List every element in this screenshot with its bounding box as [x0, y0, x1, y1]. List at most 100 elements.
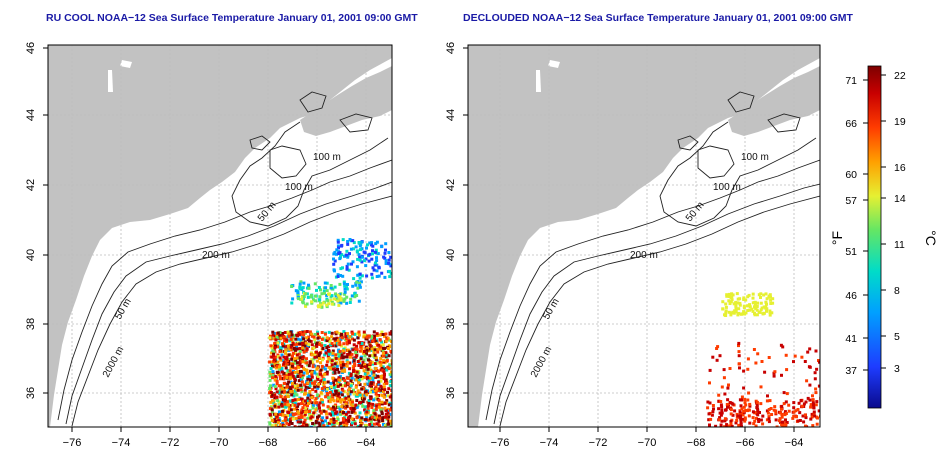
sst-pixel	[730, 298, 734, 302]
sst-pixel	[363, 354, 367, 358]
sst-pixel	[367, 403, 371, 407]
sst-pixel	[387, 387, 391, 391]
sst-pixel	[347, 395, 351, 399]
sst-pixel	[331, 349, 335, 353]
sst-pixel	[296, 337, 300, 341]
sst-pixel	[343, 379, 347, 382]
sst-pixel	[803, 360, 807, 363]
sst-pixel	[285, 421, 289, 425]
sst-pixel	[382, 346, 385, 350]
sst-pixel	[814, 387, 818, 391]
sst-pixel	[774, 411, 778, 415]
sst-pixel	[779, 421, 783, 424]
sst-pixel	[286, 330, 290, 334]
sst-pixel	[271, 363, 275, 366]
sst-pixel	[300, 376, 304, 380]
sst-pixel	[287, 344, 291, 348]
sst-pixel	[296, 361, 299, 365]
sst-pixel	[378, 402, 381, 406]
sst-pixel	[325, 281, 329, 285]
sst-pixel	[364, 257, 368, 261]
sst-pixel	[343, 390, 347, 394]
c-tick-label: 14	[894, 193, 906, 205]
sst-pixel	[281, 332, 285, 335]
sst-pixel	[331, 405, 335, 409]
sst-pixel	[312, 357, 316, 361]
sst-pixel	[303, 330, 307, 334]
sst-pixel	[768, 311, 772, 314]
sst-pixel	[343, 400, 347, 404]
sst-pixel	[318, 343, 322, 346]
sst-pixel	[286, 383, 290, 387]
sst-pixel	[350, 352, 354, 356]
sst-pixel	[329, 419, 333, 423]
sst-pixel	[298, 350, 302, 354]
sst-pixel	[764, 292, 768, 296]
sst-pixel	[330, 363, 334, 367]
sst-pixel	[744, 311, 748, 315]
sst-pixel	[330, 359, 334, 363]
sst-pixel	[765, 309, 768, 313]
sst-pixel	[778, 411, 782, 415]
sst-pixel	[733, 309, 737, 313]
sst-pixel	[279, 347, 283, 351]
sst-pixel	[284, 357, 288, 361]
sst-pixel	[325, 293, 329, 297]
sst-pixel	[727, 383, 730, 387]
sst-pixel	[766, 411, 770, 415]
sst-pixel	[352, 388, 355, 392]
sst-pixel	[388, 363, 392, 367]
sst-pixel	[276, 360, 280, 364]
sst-pixel	[378, 345, 382, 349]
sst-pixel	[314, 294, 317, 298]
sst-pixel	[802, 420, 806, 424]
sst-pixel	[297, 365, 301, 369]
sst-pixel	[315, 403, 319, 407]
sst-pixel	[306, 416, 310, 420]
sst-pixel	[740, 398, 744, 402]
sst-pixel	[297, 415, 301, 419]
sst-pixel	[360, 393, 364, 397]
sst-pixel	[281, 420, 285, 423]
sst-pixel	[383, 401, 387, 405]
sst-pixel	[372, 398, 376, 402]
sst-pixel	[271, 333, 275, 337]
sst-pixel	[286, 393, 290, 397]
sst-pixel	[735, 292, 739, 296]
sst-pixel	[332, 421, 336, 425]
sst-pixel	[274, 376, 278, 380]
x-tick-label: −76	[491, 437, 510, 449]
sst-pixel	[351, 348, 355, 352]
sst-pixel	[351, 400, 354, 404]
sst-pixel	[353, 292, 357, 296]
sst-pixel	[719, 423, 723, 427]
sst-pixel	[332, 297, 336, 301]
sst-pixel	[333, 269, 336, 273]
sst-pixel	[270, 424, 274, 427]
celsius-label: °C	[923, 230, 939, 246]
sst-pixel	[755, 308, 759, 312]
sst-pixel	[367, 399, 371, 402]
sst-pixel	[377, 389, 381, 393]
sst-pixel	[354, 394, 358, 398]
sst-pixel	[370, 272, 374, 276]
sst-pixel	[313, 371, 317, 375]
sst-pixel	[380, 271, 384, 275]
sst-pixel	[390, 370, 392, 374]
sst-pixel	[339, 412, 343, 416]
sst-pixel	[366, 243, 369, 247]
sst-pixel	[298, 363, 302, 367]
sst-pixel	[769, 407, 773, 410]
sst-pixel	[268, 412, 272, 416]
sst-pixel	[272, 383, 276, 387]
sst-pixel	[331, 344, 334, 348]
sst-pixel	[345, 411, 349, 415]
sst-pixel	[333, 337, 337, 341]
sst-pixel	[759, 418, 763, 422]
sst-pixel	[354, 378, 358, 382]
sst-pixel	[345, 421, 349, 425]
sst-pixel	[792, 360, 795, 364]
sst-pixel	[336, 244, 340, 248]
sst-pixel	[725, 423, 729, 427]
sst-pixel	[324, 351, 328, 355]
